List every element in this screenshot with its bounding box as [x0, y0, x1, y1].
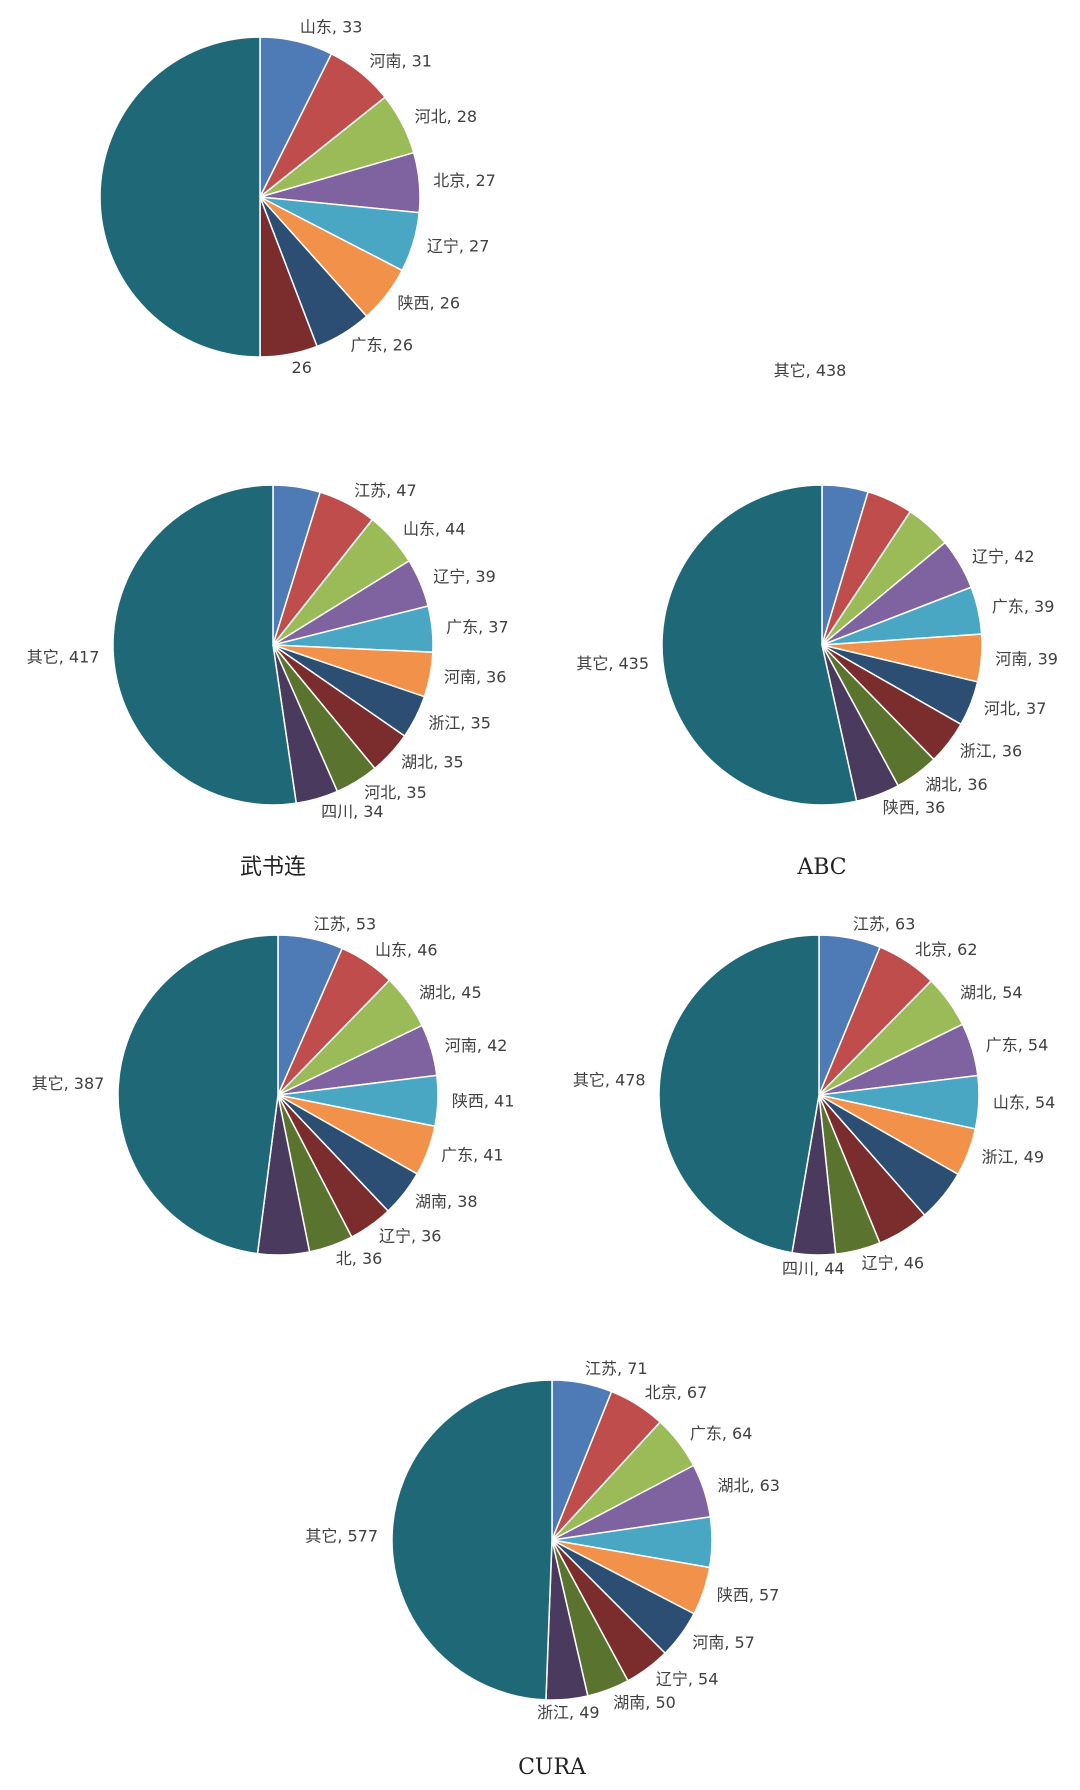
slice-data-label: 北京, 67 — [645, 1383, 708, 1402]
slice-data-label: 河北, 37 — [984, 699, 1047, 718]
slice-data-label: 山东, 44 — [403, 519, 466, 538]
pie-slice — [117, 934, 279, 1255]
slice-data-label: 浙江, 49 — [537, 1703, 600, 1722]
slice-data-label: 浙江, 36 — [960, 741, 1023, 760]
slice-data-label: 辽宁, 46 — [862, 1254, 925, 1273]
slice-data-label: 其它, 387 — [32, 1074, 105, 1093]
pie-slice — [661, 484, 858, 806]
slice-data-label: 湖北, 63 — [717, 1476, 780, 1495]
slice-data-label: 河南, 42 — [445, 1036, 508, 1055]
chart-caption: CURA — [518, 1755, 587, 1780]
slice-data-label: 四川, 34 — [321, 802, 384, 821]
pie-slice — [391, 1379, 553, 1701]
slice-data-label: 江苏, 71 — [585, 1359, 648, 1378]
slice-data-label: 26 — [292, 358, 312, 377]
slice-data-label: 河南, 31 — [369, 52, 432, 71]
slice-data-label: 江苏, 53 — [314, 915, 377, 934]
slice-data-label: 陕西, 26 — [398, 294, 461, 313]
pie-slice — [99, 36, 261, 358]
slice-data-label: 其它, 577 — [305, 1527, 378, 1546]
slice-data-label: 广东, 37 — [446, 618, 509, 637]
slice-data-label: 浙江, 35 — [428, 713, 491, 732]
slice-data-label: 山东, 33 — [300, 18, 363, 37]
slice-data-label: 辽宁, 39 — [433, 567, 496, 586]
slice-data-label: 辽宁, 36 — [379, 1227, 442, 1246]
slice-data-label: 湖南, 38 — [415, 1192, 478, 1211]
pie-chart-1: 山东, 33 河南, 31 河北, 28 北京, 27 辽宁, 27 陕西, 26 广东, … — [99, 18, 496, 377]
slice-data-label: 广东, 39 — [992, 597, 1055, 616]
pie-chart-6: 江苏, 63 北京, 62 湖北, 54 广东, 54 山东, 54 浙江, 49 辽宁, … — [573, 914, 1055, 1278]
slice-data-label: 山东, 54 — [993, 1093, 1056, 1112]
slice-data-label: 其它, 478 — [573, 1070, 646, 1089]
slice-data-label: 河北, 28 — [415, 107, 478, 126]
slice-data-label: 辽宁, 27 — [427, 236, 490, 255]
slice-data-label: 湖北, 35 — [401, 753, 464, 772]
slice-data-label: 广东, 64 — [690, 1424, 753, 1443]
slice-data-label: 河北, 35 — [364, 783, 427, 802]
slice-data-label: 河南, 39 — [995, 649, 1058, 668]
slice-data-label: 其它, 438 — [774, 361, 847, 380]
slice-data-label: 四川, 44 — [782, 1259, 845, 1278]
slice-data-label: 河南, 57 — [692, 1633, 755, 1652]
slice-data-label: 河南, 36 — [444, 667, 507, 686]
slice-data-label: 广东, 41 — [441, 1146, 504, 1165]
pie-chart-2: 其它, 438 — [774, 37, 847, 380]
slice-data-label: 北京, 27 — [433, 171, 496, 190]
slice-data-label: 浙江, 49 — [981, 1147, 1044, 1166]
pie-slice — [112, 484, 298, 806]
slice-data-label: 北, 36 — [336, 1249, 383, 1268]
pie-chart-4: 辽宁, 42 广东, 39 河南, 39 河北, 37 浙江, 36 湖北, 36 陕西, … — [576, 484, 1058, 880]
chart-caption: ABC — [796, 855, 846, 880]
slice-data-label: 陕西, 57 — [717, 1586, 780, 1605]
pie-chart-3: 江苏, 47 山东, 44 辽宁, 39 广东, 37 河南, 36 浙江, 35 湖北, … — [27, 481, 509, 880]
pie-chart-5: 江苏, 53 山东, 46 湖北, 45 河南, 42 陕西, 41 广东, 41 湖南, … — [32, 915, 515, 1268]
slice-data-label: 其它, 435 — [576, 654, 649, 673]
slice-data-label: 湖北, 36 — [925, 775, 988, 794]
slice-data-label: 湖北, 45 — [419, 983, 482, 1002]
pie-slice — [658, 934, 820, 1254]
slice-data-label: 北京, 62 — [915, 940, 978, 959]
slice-data-label: 湖南, 50 — [613, 1693, 676, 1712]
chart-caption: 武书连 — [240, 855, 306, 880]
slice-data-label: 山东, 46 — [375, 941, 438, 960]
slice-data-label: 江苏, 63 — [853, 914, 916, 933]
slice-data-label: 江苏, 47 — [354, 481, 417, 500]
slice-data-label: 辽宁, 54 — [656, 1670, 719, 1689]
slice-data-label: 广东, 26 — [350, 336, 413, 355]
pie-chart-7: 江苏, 71 北京, 67 广东, 64 湖北, 63 陕西, 57 河南, 57 辽宁, … — [305, 1359, 780, 1780]
slice-data-label: 辽宁, 42 — [972, 547, 1035, 566]
slice-data-label: 其它, 417 — [27, 648, 100, 667]
slice-data-label: 陕西, 41 — [452, 1091, 515, 1110]
slice-data-label: 广东, 54 — [986, 1035, 1049, 1054]
slice-data-label: 湖北, 54 — [960, 983, 1023, 1002]
slice-data-label: 陕西, 36 — [883, 798, 946, 817]
